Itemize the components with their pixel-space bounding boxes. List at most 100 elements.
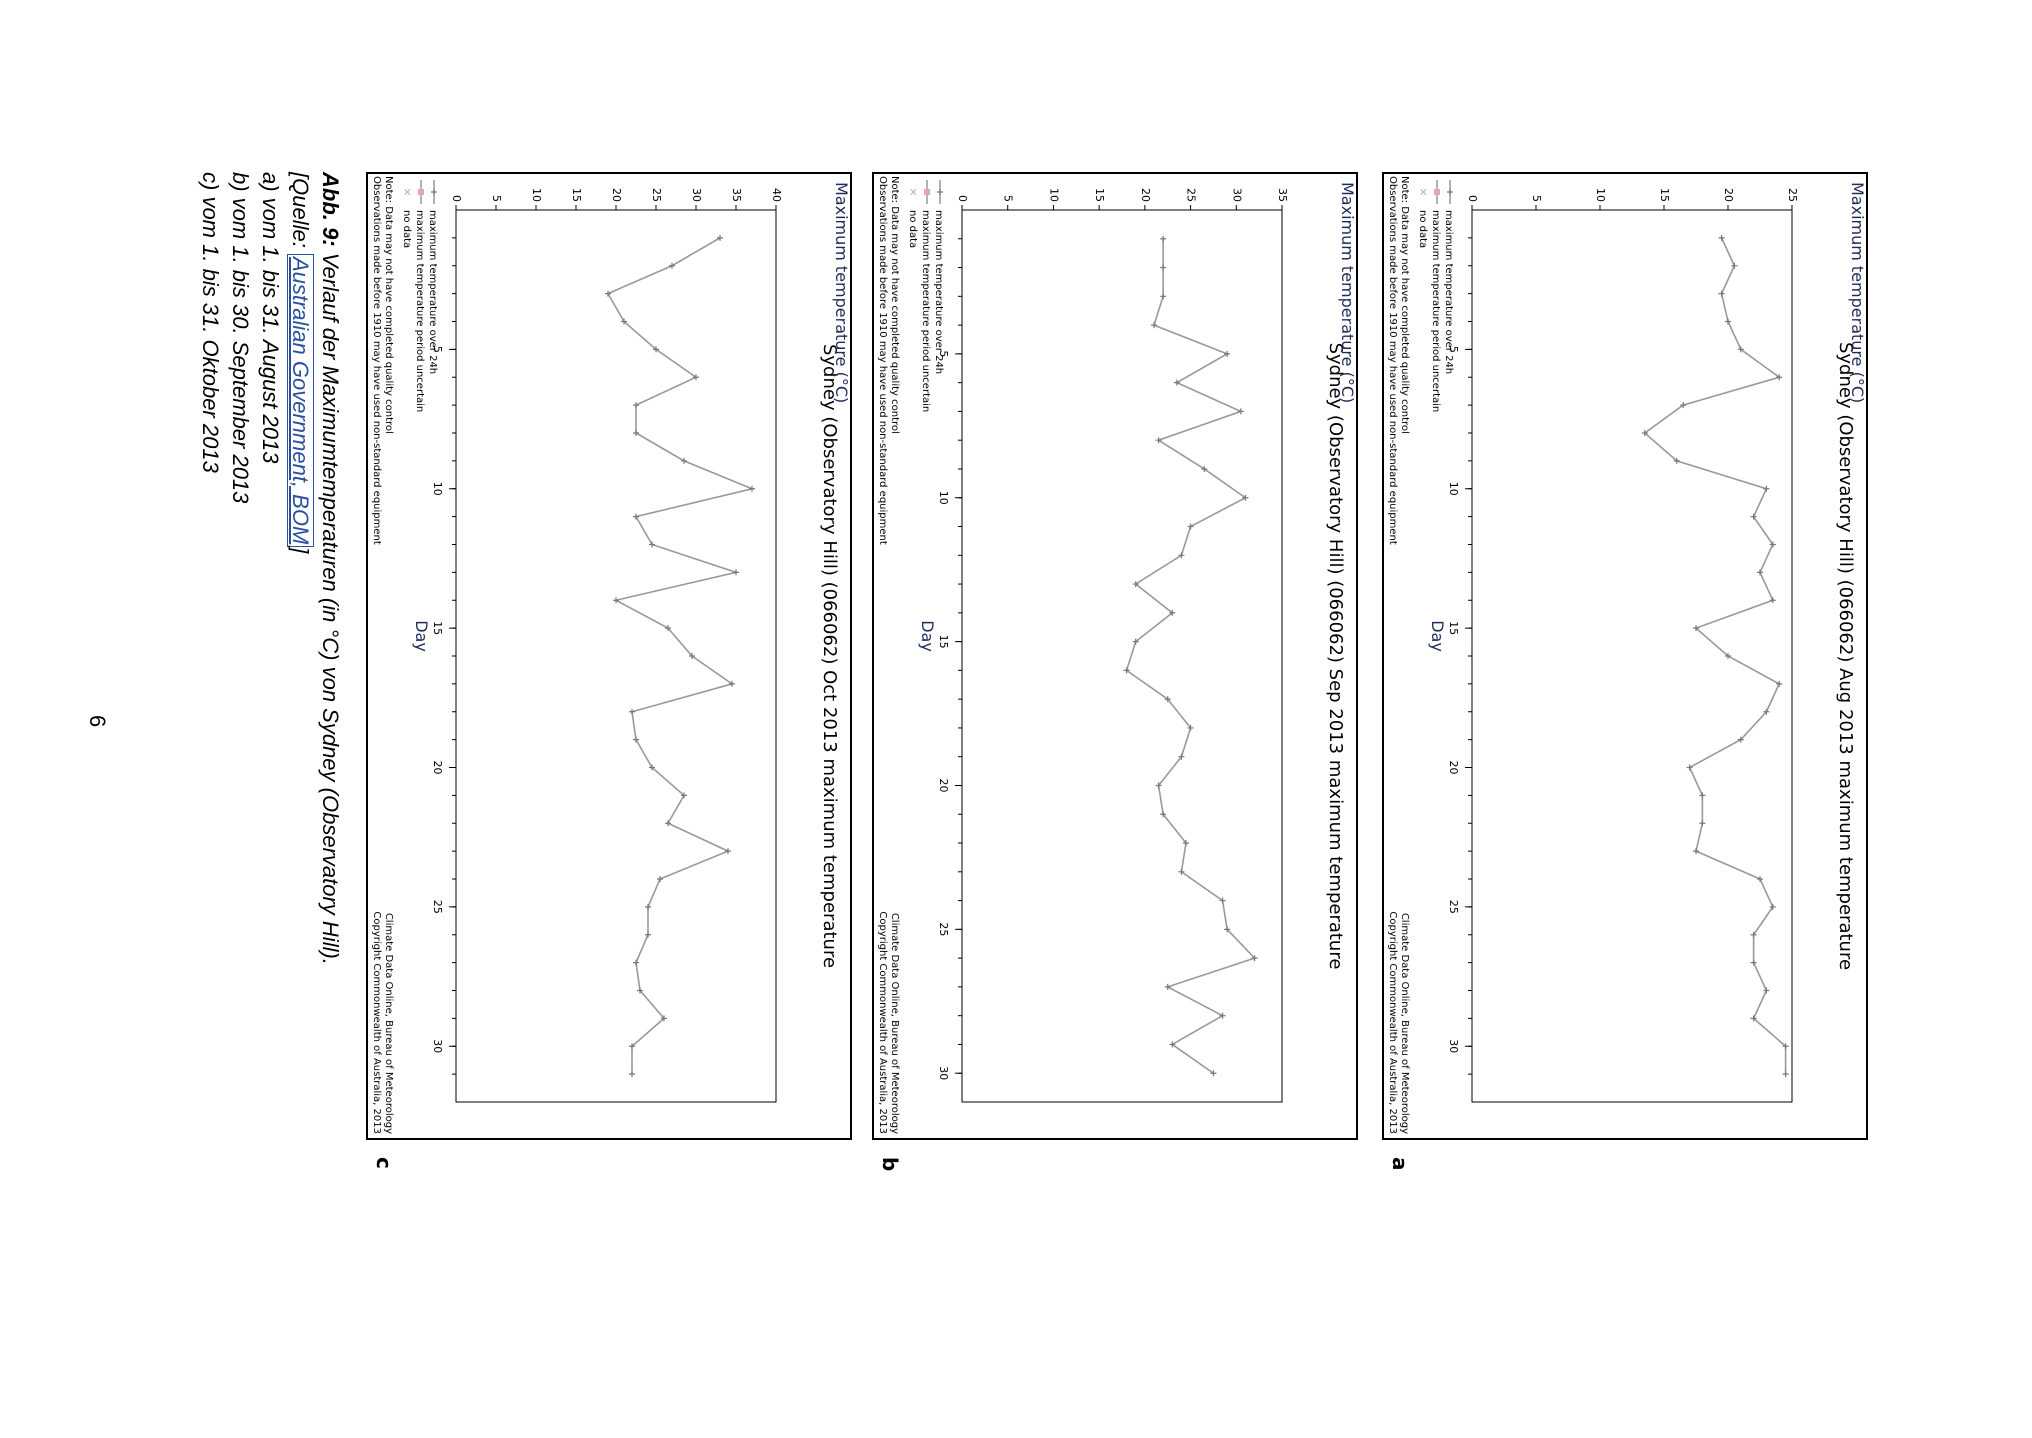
data-point	[1769, 541, 1776, 548]
data-point	[1251, 955, 1258, 962]
caption-abb: Abb. 9:	[318, 172, 343, 247]
data-point	[1183, 840, 1189, 847]
chart-title: Sydney (Observatory Hill) (066062) Sep 2…	[1325, 343, 1346, 970]
x-tick-label: 15	[937, 635, 950, 649]
data-point	[1187, 724, 1194, 731]
x-tick-label: 10	[431, 482, 444, 496]
data-point	[633, 402, 639, 409]
y-tick-label: 20	[610, 188, 623, 202]
x-tick-label: 20	[937, 778, 950, 792]
x-axis-label: Day	[412, 620, 431, 652]
legend-marker-uncertain	[1434, 189, 1440, 195]
figure-caption: Abb. 9: Verlauf der Maximumtemperaturen …	[195, 172, 345, 1172]
data-point	[1169, 1041, 1176, 1048]
legend-label: maximum temperature period uncertain	[414, 210, 425, 412]
credit-line: Climate Data Online, Bureau of Meteorolo…	[889, 913, 900, 1134]
credit-line: Copyright Commonwealth of Australia, 201…	[371, 911, 382, 1134]
caption-line-1: Abb. 9: Verlauf der Maximumtemperaturen …	[315, 172, 345, 1172]
data-point	[1757, 569, 1763, 576]
data-point	[629, 708, 635, 715]
y-tick-label: 25	[1185, 188, 1198, 202]
x-tick-label: 15	[1447, 621, 1460, 635]
series-line	[1643, 237, 1787, 1075]
data-point	[1686, 764, 1693, 771]
credit-line: Copyright Commonwealth of Australia, 201…	[877, 911, 888, 1134]
y-tick-label: 15	[1093, 188, 1106, 202]
legend-label: maximum temperature over 24h	[933, 210, 944, 374]
note-line: Observations made before 1910 may have u…	[1387, 176, 1398, 545]
series-line	[1125, 238, 1257, 1074]
data-point	[1737, 346, 1744, 353]
data-point	[693, 374, 699, 381]
legend-label: maximum temperature over 24h	[427, 210, 438, 374]
plot-area	[455, 209, 777, 1103]
data-point	[1187, 523, 1194, 530]
y-tick-label: 10	[1594, 188, 1607, 202]
data-point	[1757, 876, 1763, 882]
caption-item-b: b) vom 1. bis 30. September 2013	[228, 172, 253, 504]
data-point	[1699, 792, 1706, 799]
data-point	[1132, 581, 1139, 588]
note-line: Note: Data may not have completed qualit…	[889, 176, 900, 434]
note-line: Observations made before 1910 may have u…	[877, 176, 888, 545]
data-point	[725, 848, 731, 855]
data-point	[633, 736, 639, 743]
data-point	[605, 290, 611, 297]
caption-source: [Quelle: Australian Government, BOM]	[285, 172, 315, 1172]
x-tick-label: 20	[1447, 761, 1460, 775]
x-tick-label: 20	[431, 761, 444, 775]
y-tick-label: 0	[956, 195, 969, 202]
data-point	[1693, 848, 1699, 855]
note-line: Observations made before 1910 may have u…	[371, 176, 382, 545]
chart-svg: Sydney (Observatory Hill) (066062) Sep 2…	[877, 176, 1357, 1171]
note-line: Note: Data may not have completed qualit…	[1399, 176, 1410, 434]
data-point	[1178, 868, 1185, 875]
data-point	[1769, 903, 1776, 910]
series-line	[606, 237, 755, 1075]
legend-marker	[937, 189, 943, 195]
plot-area	[1471, 209, 1793, 1103]
data-point	[629, 1043, 635, 1050]
data-point	[1160, 811, 1167, 818]
data-point	[661, 1015, 667, 1022]
data-point	[1219, 1012, 1226, 1019]
data-point	[1224, 350, 1231, 357]
data-point	[649, 541, 655, 548]
y-tick-label: 25	[650, 188, 663, 202]
x-tick-label: 5	[431, 346, 444, 353]
data-point	[1160, 264, 1167, 271]
source-link[interactable]: Australian Government, BOM	[287, 253, 314, 548]
data-point	[633, 430, 639, 436]
data-point	[689, 653, 695, 659]
data-point	[1725, 653, 1731, 659]
data-point	[1237, 408, 1244, 415]
data-point	[1164, 983, 1171, 990]
data-point	[1750, 959, 1757, 966]
y-tick-label: 35	[730, 188, 743, 202]
data-point	[1782, 1071, 1789, 1078]
legend-label: maximum temperature over 24h	[1443, 210, 1454, 374]
y-axis-label: Maximum temperature (°C)	[1848, 182, 1867, 403]
data-point	[1782, 1043, 1789, 1050]
caption-source-close: ]	[288, 547, 313, 554]
data-point	[1750, 1015, 1757, 1022]
data-point	[1164, 696, 1171, 703]
data-point	[1763, 987, 1770, 994]
y-tick-label: 20	[1722, 188, 1735, 202]
data-point	[1224, 926, 1231, 933]
data-point	[637, 987, 643, 994]
data-point	[1641, 430, 1648, 436]
data-point	[633, 513, 639, 520]
x-tick-label: 25	[937, 922, 950, 936]
legend-label: no data	[907, 210, 918, 248]
data-point	[729, 680, 735, 687]
data-point	[1178, 552, 1185, 559]
data-point	[1763, 485, 1770, 492]
data-point	[1210, 1070, 1217, 1077]
y-tick-label: 15	[570, 188, 583, 202]
data-point	[1737, 736, 1744, 743]
panel-letter: b	[878, 1157, 902, 1171]
x-tick-label: 30	[1447, 1039, 1460, 1053]
panel-letter: a	[1388, 1157, 1412, 1171]
